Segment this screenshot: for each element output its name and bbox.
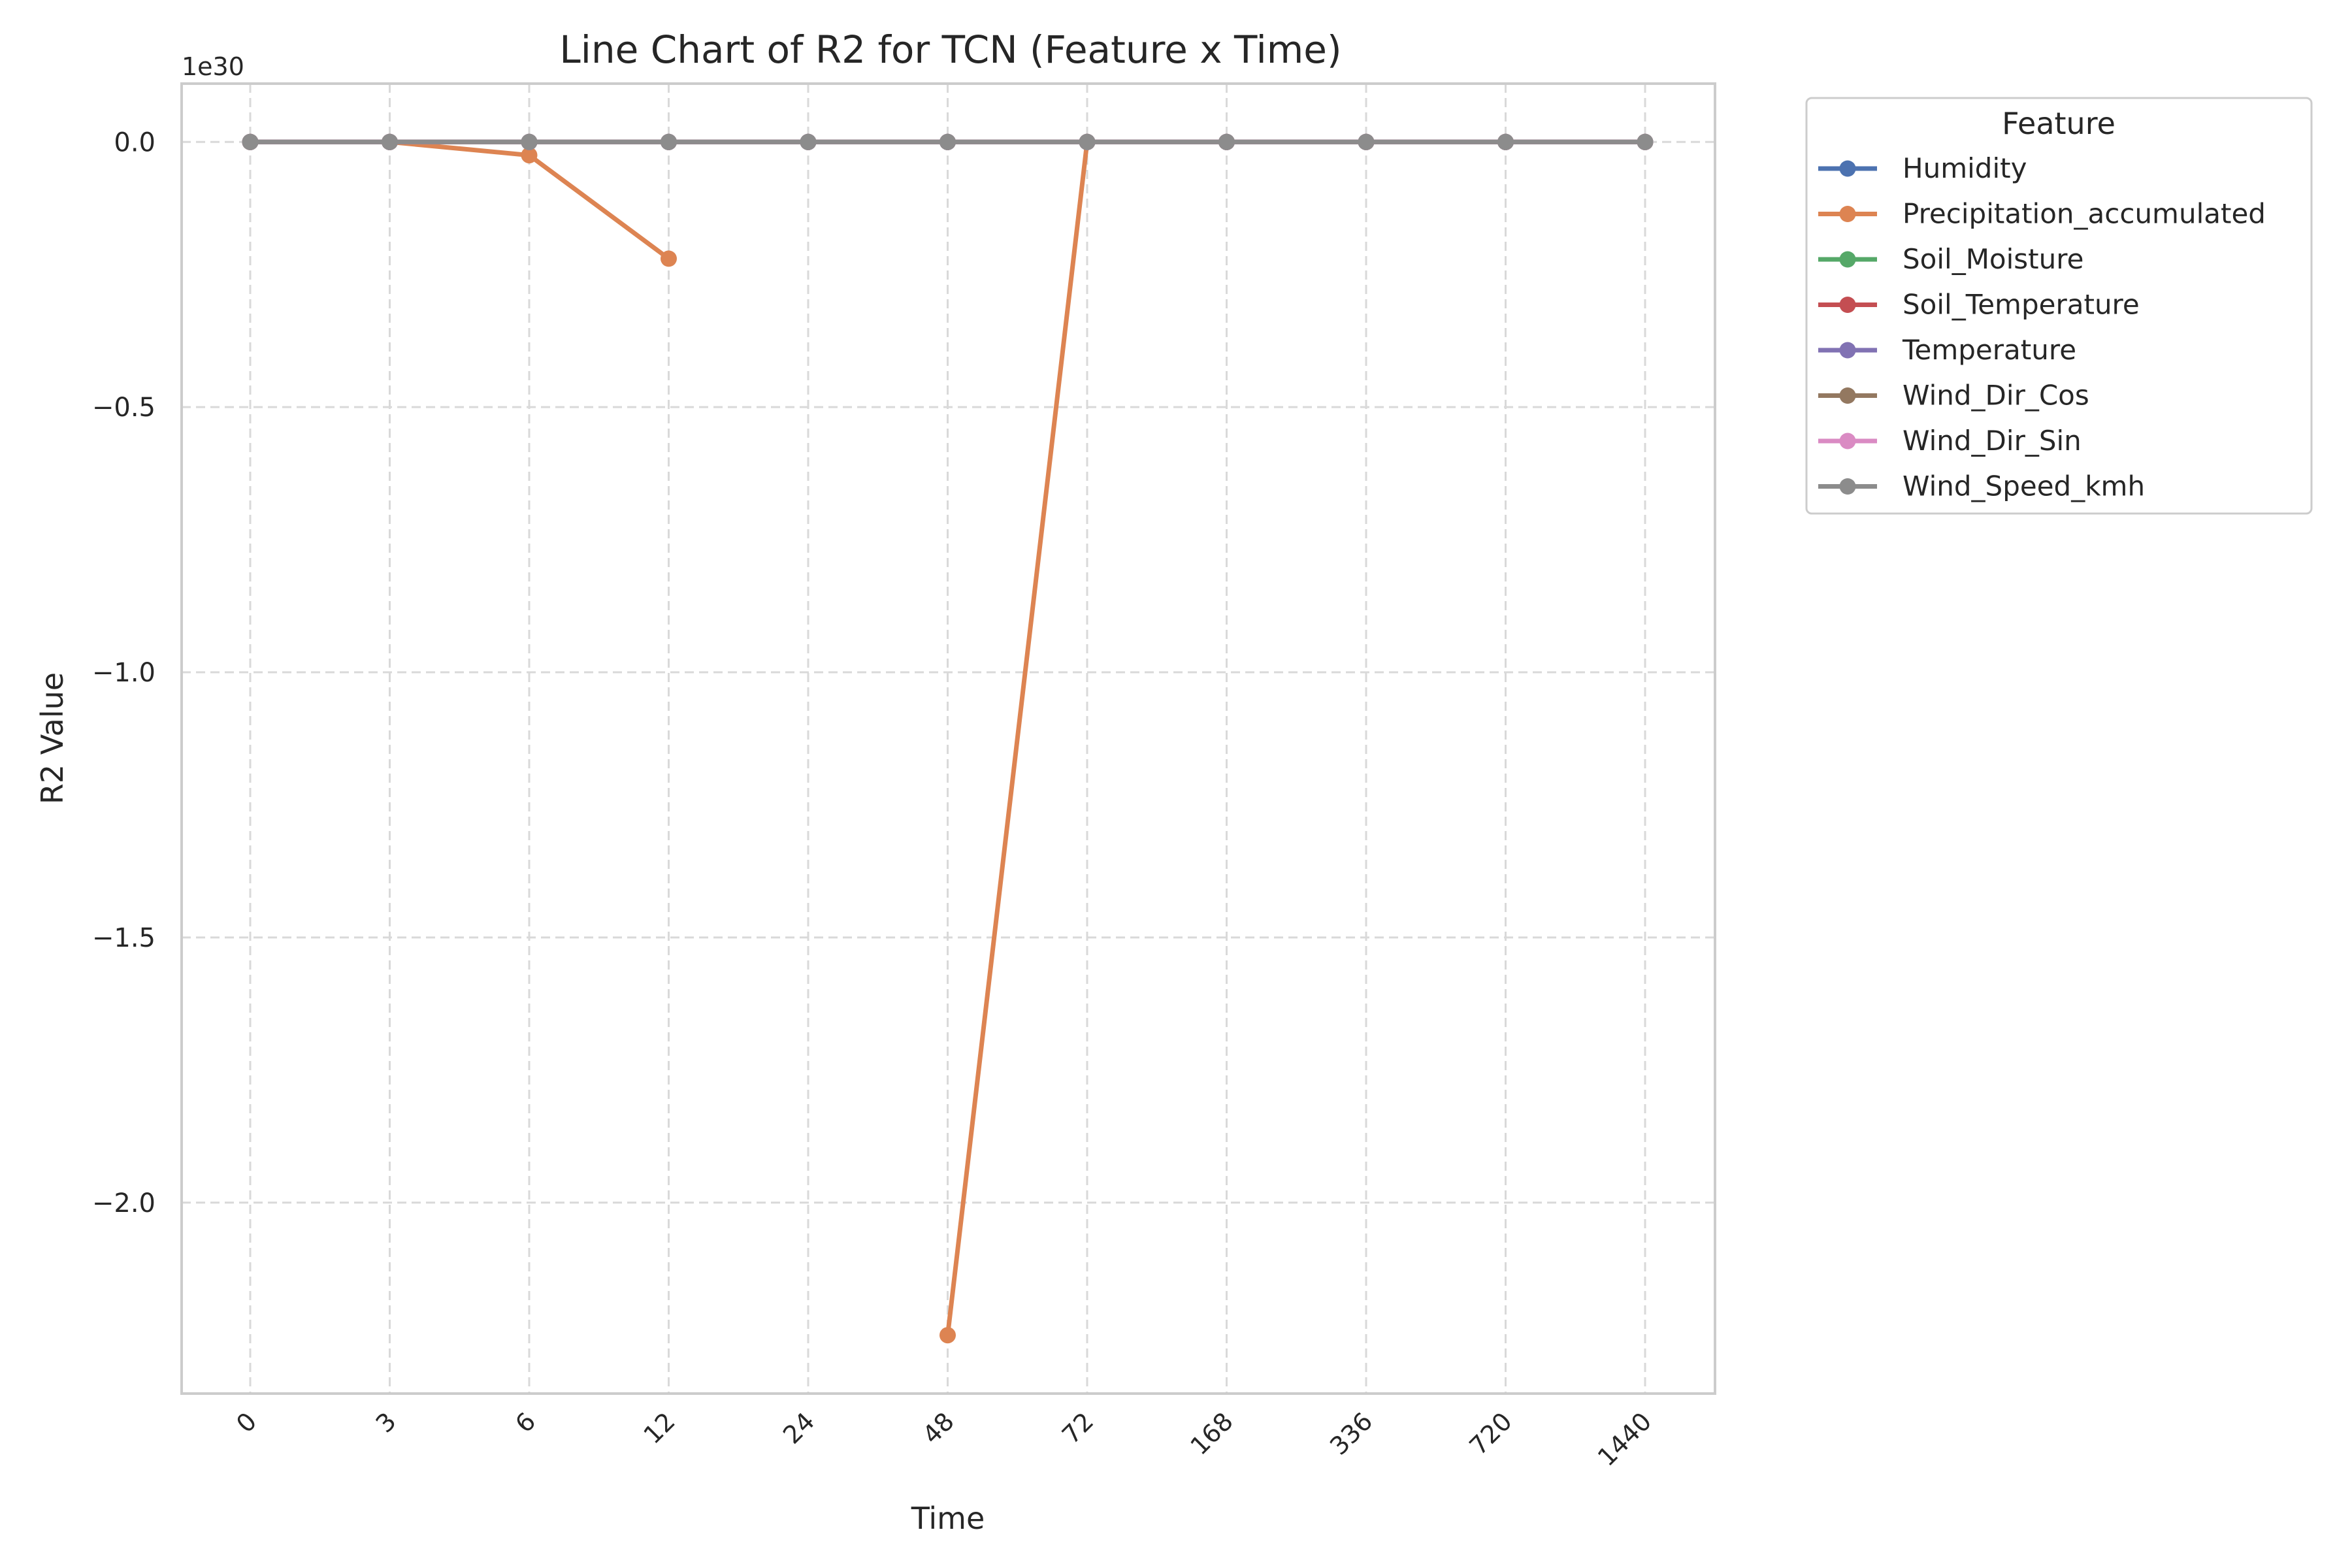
legend-marker	[1839, 160, 1856, 177]
data-point	[661, 250, 677, 267]
data-point	[661, 133, 677, 150]
y-axis-label: R2 Value	[35, 672, 70, 804]
legend-item: Soil_Moisture	[1818, 243, 2083, 275]
legend-marker	[1839, 251, 1856, 268]
legend-item: Temperature	[1818, 334, 2076, 366]
grid	[182, 84, 1715, 1394]
legend-item: Wind_Dir_Cos	[1818, 380, 2089, 412]
legend-label: Precipitation_accumulated	[1903, 198, 2266, 230]
legend-label: Soil_Moisture	[1903, 243, 2083, 275]
series-layer	[242, 133, 1654, 1344]
data-point	[242, 133, 259, 150]
legend: Feature Humidity Precipitation_accumulate…	[1805, 97, 2313, 515]
data-point	[1079, 133, 1096, 150]
y-tick-label: −1.0	[92, 658, 155, 688]
legend-marker	[1839, 206, 1856, 222]
legend-item: Precipitation_accumulated	[1818, 198, 2266, 230]
y-tick-label: −0.5	[92, 393, 155, 423]
y-tick-label: −1.5	[92, 923, 155, 953]
legend-item: Wind_Dir_Sin	[1818, 425, 2082, 457]
x-axis-label: Time	[911, 1501, 985, 1536]
y-ticks: 0.0 −0.5 −1.0 −1.5 −2.0	[92, 127, 155, 1218]
legend-marker	[1839, 297, 1856, 313]
legend-title: Feature	[2002, 106, 2115, 141]
data-point	[939, 1327, 956, 1344]
legend-marker	[1839, 387, 1856, 404]
series-wind-speed-kmh	[242, 133, 1654, 150]
data-point	[382, 133, 398, 150]
data-point	[521, 147, 538, 164]
data-point	[1637, 133, 1654, 150]
y-offset-label: 1e30	[182, 52, 244, 81]
data-point	[1358, 133, 1375, 150]
y-tick-label: 0.0	[114, 127, 155, 157]
legend-box	[1805, 97, 2313, 515]
plot-frame	[180, 82, 1716, 1395]
chart-title: Line Chart of R2 for TCN (Feature x Time…	[559, 27, 1341, 72]
legend-marker	[1839, 342, 1856, 359]
legend-marker	[1839, 478, 1856, 495]
legend-label: Wind_Dir_Cos	[1903, 380, 2089, 412]
legend-item: Wind_Speed_kmh	[1818, 470, 2145, 502]
legend-item: Soil_Temperature	[1818, 289, 2140, 321]
legend-item: Humidity	[1818, 152, 2027, 184]
legend-label: Soil_Temperature	[1903, 289, 2140, 321]
legend-label: Temperature	[1902, 334, 2076, 366]
data-point	[1497, 133, 1514, 150]
legend-marker	[1839, 433, 1856, 449]
legend-label: Wind_Speed_kmh	[1903, 470, 2145, 502]
legend-label: Humidity	[1903, 152, 2027, 184]
data-point	[521, 133, 538, 150]
data-point	[939, 133, 956, 150]
y-tick-label: −2.0	[92, 1188, 155, 1218]
data-point	[1218, 133, 1235, 150]
legend-label: Wind_Dir_Sin	[1903, 425, 2082, 457]
legend-items: Humidity Precipitation_accumulated Soil_Mo…	[1818, 152, 2266, 502]
data-point	[800, 133, 817, 150]
